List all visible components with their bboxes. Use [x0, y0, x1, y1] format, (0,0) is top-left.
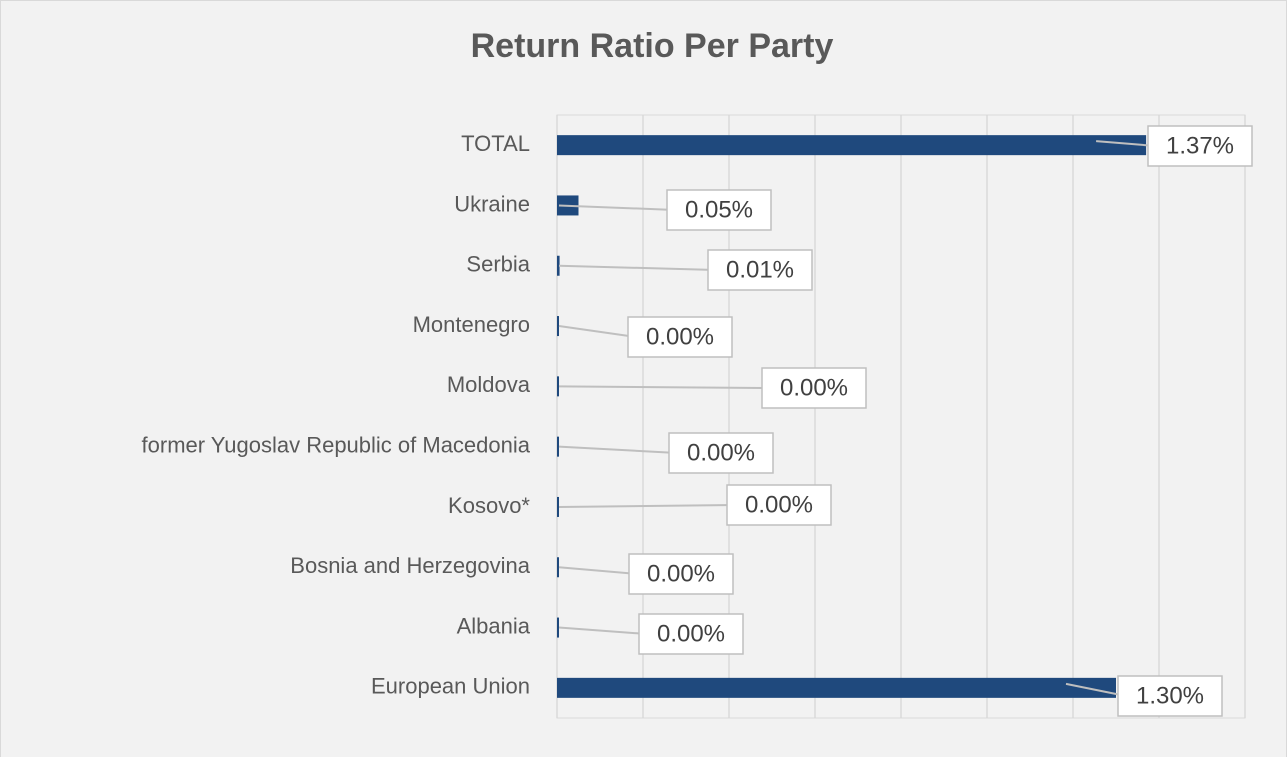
leader-line	[1096, 140, 1157, 147]
bar	[557, 255, 560, 276]
data-label: 0.00%	[745, 491, 813, 518]
leader-line	[558, 566, 638, 575]
leader-line	[558, 504, 736, 508]
data-label-box	[1117, 675, 1223, 717]
data-label-box	[638, 613, 744, 655]
leader-line	[558, 385, 771, 389]
y-tick-label: Bosnia and Herzegovina	[290, 553, 530, 578]
leader-line	[558, 445, 678, 454]
data-label: 0.00%	[687, 439, 755, 466]
y-tick-label: European Union	[371, 674, 530, 699]
data-label: 0.00%	[647, 560, 715, 587]
bar	[557, 557, 559, 578]
data-label: 0.00%	[780, 374, 848, 401]
bar	[557, 376, 559, 397]
leader-line	[558, 264, 717, 271]
bar	[557, 617, 559, 638]
y-tick-label: former Yugoslav Republic of Macedonia	[142, 432, 531, 457]
y-tick-label: TOTAL	[461, 131, 530, 156]
leader-line	[558, 626, 648, 635]
bar	[557, 135, 1147, 156]
y-tick-label: Serbia	[466, 252, 530, 277]
y-tick-label: Moldova	[447, 372, 531, 397]
bar	[557, 436, 559, 457]
data-label: 0.05%	[685, 196, 753, 223]
y-tick-label: Kosovo*	[448, 493, 530, 518]
data-label: 0.00%	[646, 323, 714, 350]
data-label-box	[761, 367, 867, 409]
bar	[557, 316, 559, 337]
data-label-box	[668, 432, 774, 474]
data-label: 1.37%	[1166, 132, 1234, 159]
data-label-box	[628, 553, 734, 595]
y-tick-label: Albania	[457, 613, 531, 638]
data-label-box	[627, 316, 733, 358]
data-label: 0.01%	[726, 256, 794, 283]
data-label-box	[707, 249, 813, 291]
data-label: 1.30%	[1136, 682, 1204, 709]
y-tick-label: Ukraine	[454, 191, 530, 216]
chart-title: Return Ratio Per Party	[471, 27, 834, 65]
bar	[557, 496, 559, 517]
leader-line	[558, 325, 637, 338]
bar	[557, 677, 1116, 698]
data-label-box	[726, 484, 832, 526]
data-label-box	[1147, 125, 1253, 167]
y-tick-label: Montenegro	[413, 312, 530, 337]
leader-line	[1065, 682, 1127, 697]
data-label-box	[666, 189, 772, 231]
leader-line	[558, 204, 676, 211]
data-label: 0.00%	[657, 620, 725, 647]
